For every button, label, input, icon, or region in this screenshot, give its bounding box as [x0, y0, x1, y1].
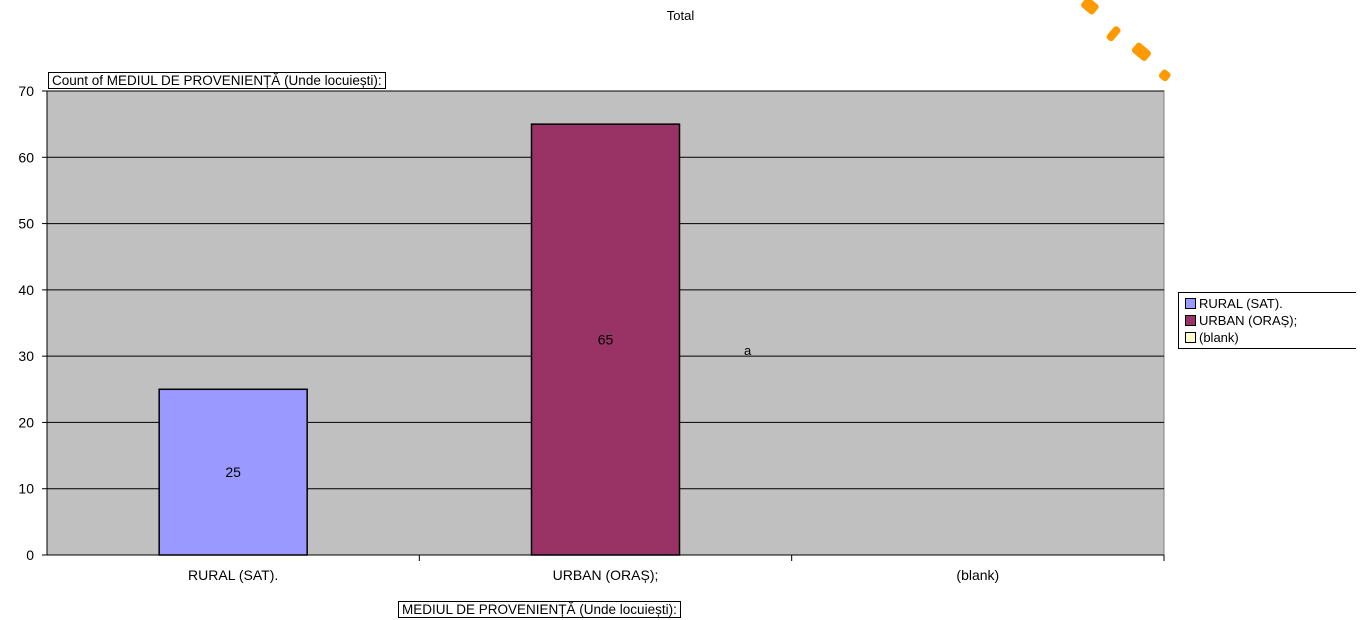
watermark-mark — [1131, 42, 1151, 61]
legend-item-urban: URBAN (ORAȘ); — [1185, 312, 1356, 329]
legend-swatch — [1185, 298, 1196, 309]
x-tick-label: RURAL (SAT). — [188, 567, 278, 583]
watermark-mark — [1158, 69, 1171, 82]
y-tick-label: 20 — [18, 414, 34, 430]
y-tick-label: 30 — [18, 348, 34, 364]
watermark-mark — [1081, 0, 1099, 15]
y-tick-label: 0 — [26, 547, 34, 563]
watermark-mark — [1106, 26, 1121, 42]
legend-item-blank: (blank) — [1185, 329, 1356, 346]
x-tick-label: URBAN (ORAȘ); — [553, 567, 659, 583]
y-tick-label: 50 — [18, 216, 34, 232]
legend-label: URBAN (ORAȘ); — [1199, 313, 1298, 328]
x-axis-title: MEDIUL DE PROVENIENȚĂ (Unde locuiești): — [398, 601, 681, 618]
chart-title: Total — [666, 8, 695, 23]
x-tick-label: (blank) — [956, 567, 999, 583]
data-label: 65 — [598, 332, 614, 348]
legend-label: RURAL (SAT). — [1199, 296, 1283, 311]
axes: 0 10 20 30 40 50 60 70 RURAL (SAT). URBAN (ORAȘ);… — [18, 83, 1165, 583]
chart-legend: RURAL (SAT). URBAN (ORAȘ); (blank) — [1178, 292, 1356, 349]
y-axis-title: Count of MEDIUL DE PROVENIENȚĂ (Unde loc… — [48, 72, 386, 89]
legend-label: (blank) — [1199, 330, 1239, 345]
data-label: 25 — [225, 464, 241, 480]
bar — [158, 388, 308, 556]
bar — [530, 123, 681, 556]
legend-item-rural: RURAL (SAT). — [1185, 295, 1356, 312]
stray-annotation: a — [744, 343, 752, 358]
bars: 25 65 — [158, 123, 681, 556]
y-tick-label: 10 — [18, 481, 34, 497]
logo-watermark — [1081, 0, 1171, 82]
y-tick-label: 40 — [18, 282, 34, 298]
legend-swatch — [1185, 315, 1196, 326]
y-tick-label: 70 — [18, 83, 34, 99]
y-tick-label: 60 — [18, 149, 34, 165]
legend-swatch — [1185, 332, 1196, 343]
